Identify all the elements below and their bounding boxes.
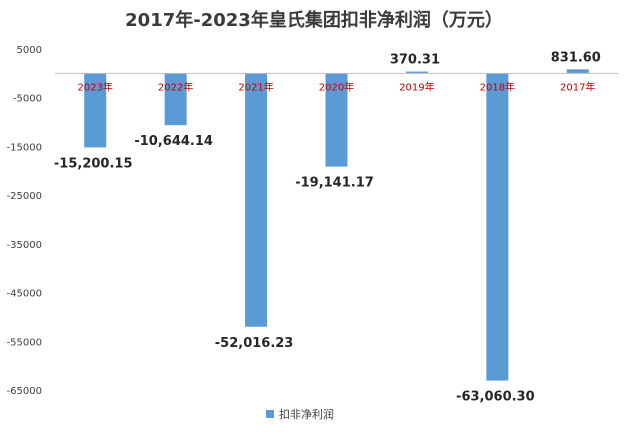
bar (405, 71, 428, 74)
bar (164, 73, 187, 126)
bar (84, 73, 107, 148)
bar (566, 69, 589, 74)
bar (486, 73, 509, 381)
x-tick-label: 2021年 (238, 80, 273, 93)
y-tick-label: -15000 (7, 142, 42, 153)
y-tick-label: -35000 (7, 240, 42, 251)
bar (325, 73, 348, 167)
data-label: -52,016.23 (215, 336, 294, 351)
y-tick-label: -45000 (7, 289, 42, 300)
legend-label: 扣非净利润 (279, 407, 334, 421)
x-tick-label: 2017年 (560, 80, 595, 93)
y-tick-label: -55000 (7, 337, 42, 348)
chart-title: 2017年-2023年皇氏集团扣非净利润（万元） (125, 10, 503, 31)
y-tick-label: 5000 (17, 45, 42, 56)
data-label: -19,141.17 (295, 176, 374, 191)
data-label: 370.31 (390, 53, 440, 68)
data-label: -10,644.14 (134, 134, 213, 149)
bar (245, 73, 268, 327)
legend-swatch (266, 410, 274, 418)
data-label: -15,200.15 (54, 156, 133, 171)
x-tick-label: 2023年 (77, 80, 112, 93)
data-label: 831.60 (551, 50, 601, 65)
x-tick-label: 2020年 (319, 80, 354, 93)
y-tick-label: -5000 (13, 94, 42, 105)
x-tick-label: 2018年 (480, 80, 515, 93)
y-tick-label: -25000 (7, 191, 42, 202)
y-tick-label: -65000 (7, 386, 42, 397)
data-label: -63,060.30 (456, 390, 535, 405)
x-tick-label: 2022年 (158, 80, 193, 93)
x-tick-label: 2019年 (399, 80, 434, 93)
